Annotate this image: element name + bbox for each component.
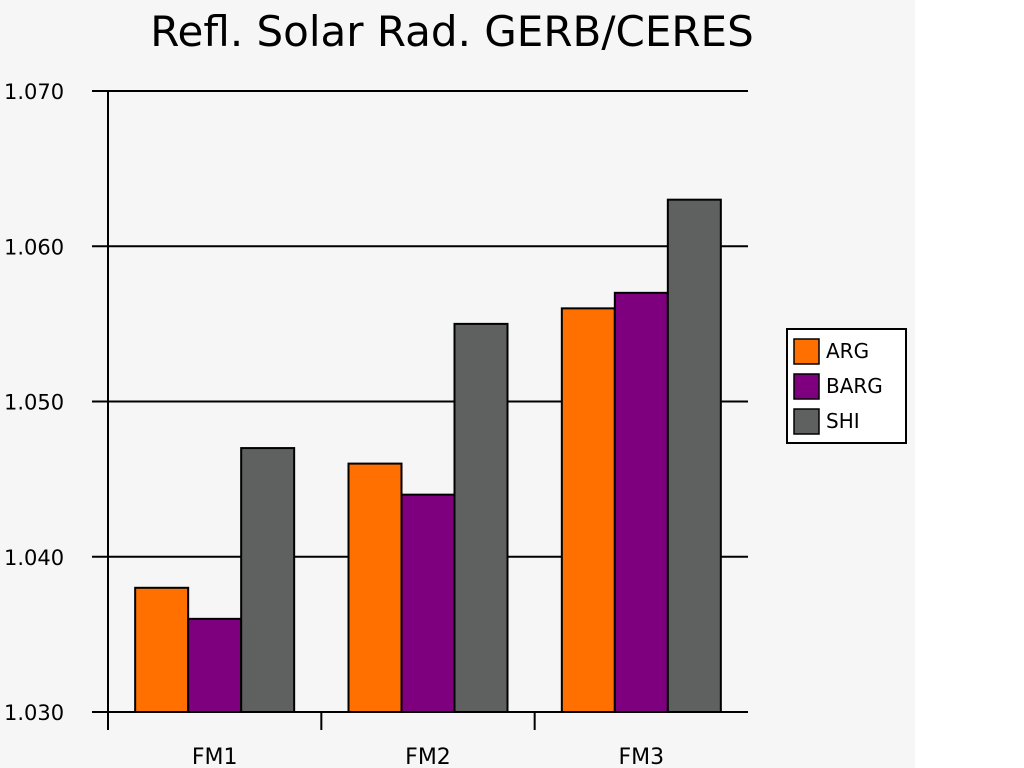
chart-title: Refl. Solar Rad. GERB/CERES	[150, 7, 754, 56]
x-category-label: FM3	[619, 745, 665, 768]
bar-barg-fm1	[187, 617, 243, 713]
x-category-label: FM2	[405, 745, 451, 768]
bar-arg-fm1	[134, 586, 190, 713]
bar-shi-fm1	[240, 447, 296, 713]
bar-shi-fm3	[666, 198, 722, 714]
legend-swatch-arg	[793, 338, 820, 365]
legend-label-arg: ARG	[826, 339, 869, 363]
legend-swatch-barg	[793, 373, 820, 400]
y-tick-label: 1.070	[4, 80, 64, 104]
y-tick-label: 1.050	[4, 391, 64, 415]
y-tick-label: 1.030	[4, 701, 64, 725]
bar-barg-fm3	[613, 291, 669, 713]
legend: ARG BARG SHI	[786, 328, 907, 444]
y-tick-label: 1.040	[4, 546, 64, 570]
bar-shi-fm2	[453, 322, 509, 713]
legend-label-barg: BARG	[826, 374, 883, 398]
bar-arg-fm2	[347, 462, 403, 713]
bars	[134, 198, 722, 714]
legend-swatch-shi	[793, 408, 820, 435]
bar-barg-fm2	[400, 493, 456, 713]
y-tick-label: 1.060	[4, 235, 64, 259]
x-axis-ticks: FM1 FM2 FM3	[107, 712, 665, 768]
y-axis-ticks: 1.030 1.040 1.050 1.060 1.070	[4, 80, 108, 725]
legend-label-shi: SHI	[826, 409, 860, 433]
x-category-label: FM1	[192, 745, 238, 768]
bar-arg-fm3	[560, 307, 616, 713]
